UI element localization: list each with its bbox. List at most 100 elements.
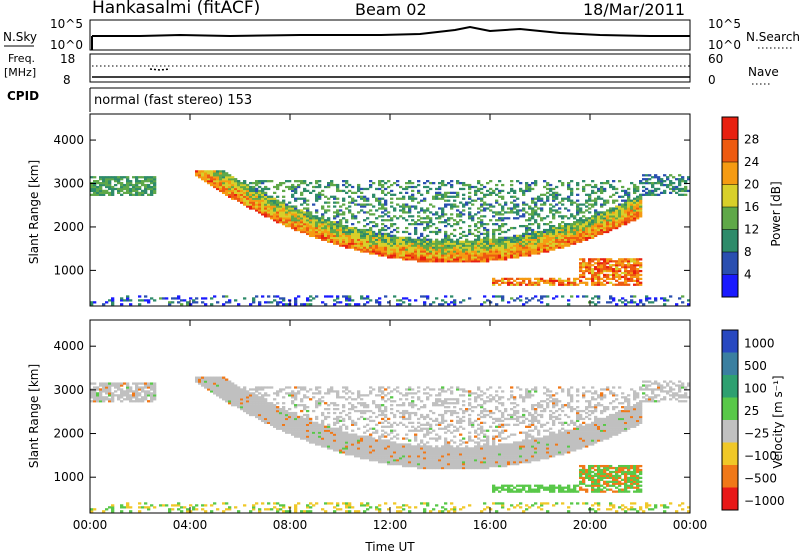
velocity-cell (249, 404, 253, 407)
power-cell (510, 244, 514, 247)
velocity-cell (309, 437, 313, 440)
power-cell (546, 215, 550, 218)
velocity-cell (321, 411, 325, 415)
power-cell (567, 299, 571, 302)
power-cell (567, 281, 571, 284)
power-cell (519, 224, 523, 228)
power-cell (300, 191, 304, 195)
power-cell (396, 244, 400, 247)
power-cell (372, 230, 376, 234)
velocity-cell (234, 386, 238, 389)
velocity-cell (381, 439, 385, 442)
power-cell (462, 213, 466, 216)
power-cell (378, 244, 382, 247)
power-cell (480, 203, 484, 206)
nsky-panel: N.Sky 10^5 10^0 10^5 10^0 N.Search (3, 17, 800, 52)
power-cell (390, 189, 394, 193)
power-cell (144, 183, 148, 187)
power-cell (534, 203, 538, 206)
power-cell (276, 203, 280, 206)
power-cell (603, 262, 607, 265)
velocity-cell (360, 402, 364, 405)
power-cell (312, 221, 316, 224)
power-cell (375, 199, 379, 202)
velocity-cell (258, 508, 262, 511)
power-cell (516, 256, 520, 259)
power-cell (600, 277, 604, 281)
velocity-cell (357, 394, 361, 397)
velocity-cell (255, 404, 259, 407)
power-cell (504, 236, 508, 239)
power-cell (483, 223, 487, 226)
power-cell (591, 277, 595, 281)
power-cell (633, 262, 637, 265)
power-cell (612, 187, 616, 191)
power-cell (492, 256, 496, 259)
velocity-cell (303, 407, 307, 411)
power-cell (138, 193, 142, 196)
velocity-cell (330, 439, 334, 442)
power-cell (324, 211, 328, 214)
power-cell (438, 185, 442, 189)
power-cell (432, 195, 436, 198)
power-cell (432, 197, 436, 200)
power-cell (411, 246, 415, 249)
power-cell (366, 187, 370, 191)
power-cell (252, 191, 256, 195)
power-cell (297, 221, 301, 224)
power-cell (342, 295, 346, 298)
velocity-cell (243, 396, 247, 399)
power-cell (300, 226, 304, 230)
power-cell (630, 279, 634, 282)
power-cell (291, 215, 295, 218)
power-cell (621, 281, 625, 284)
power-cell (414, 248, 418, 251)
velocity-cell (378, 394, 382, 397)
power-cell (414, 207, 418, 210)
power-cell (387, 256, 391, 259)
power-cell (480, 258, 484, 261)
power-cell (552, 224, 556, 228)
power-cell (510, 283, 514, 286)
power-cell (534, 213, 538, 216)
power-cell (528, 213, 532, 216)
velocity-cell (312, 427, 316, 430)
power-cell (405, 252, 409, 255)
velocity-cell (138, 510, 142, 513)
velocity-cell (381, 435, 385, 438)
power-cell (531, 215, 535, 218)
power-cell (480, 254, 484, 257)
power-cell (177, 297, 181, 300)
power-cell (615, 207, 619, 210)
power-cell (396, 238, 400, 241)
velocity-cell (378, 445, 382, 448)
power-cell (531, 232, 535, 236)
velocity-cell (279, 417, 283, 421)
power-cell (408, 242, 412, 245)
power-cell (585, 226, 589, 230)
velocity-cell (264, 407, 268, 411)
power-cell (609, 219, 613, 222)
velocity-cell (240, 398, 244, 401)
power-cell (546, 234, 550, 238)
power-cell (522, 203, 526, 206)
power-cell (627, 217, 631, 220)
power-cell (387, 232, 391, 236)
velocity-cell (252, 508, 256, 511)
power-cell (285, 207, 289, 210)
power-cell (138, 187, 142, 191)
power-cell (579, 221, 583, 224)
power-cell (396, 217, 400, 220)
power-cell (117, 181, 121, 185)
velocity-cell (300, 431, 304, 434)
power-cell (423, 258, 427, 261)
velocity-cell (150, 386, 154, 389)
power-cell (327, 209, 331, 212)
velocity-cell (207, 376, 211, 379)
power-cell (90, 176, 94, 179)
power-cell (627, 221, 631, 224)
velocity-cell (381, 425, 385, 428)
velocity-cell (264, 394, 268, 397)
power-cell (327, 223, 331, 226)
power-cell (396, 254, 400, 257)
